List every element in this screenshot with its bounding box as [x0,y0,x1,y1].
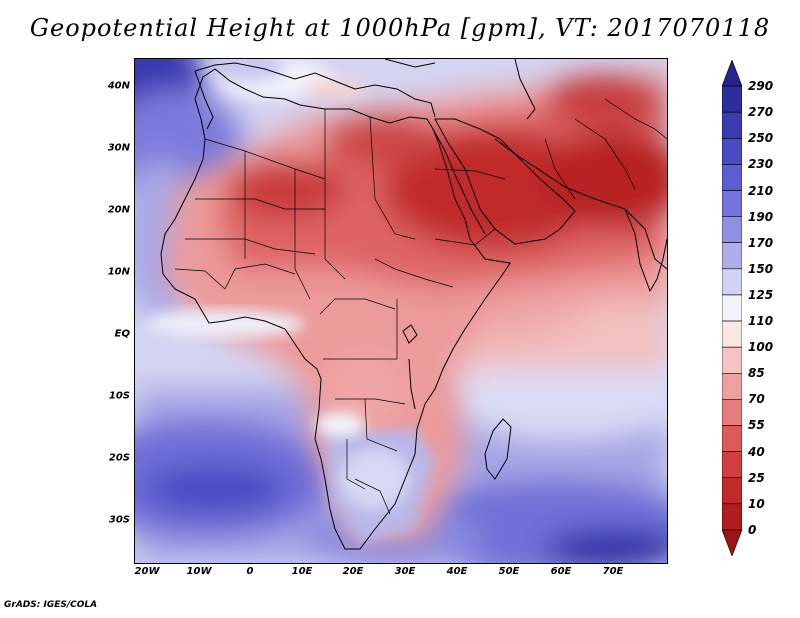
lat-label-10n: 10N [107,266,130,278]
colorbar-label: 40 [748,444,765,459]
lon-label-20w: 20W [134,566,160,577]
lat-label-20s: 20S [108,452,130,464]
lon-label-70e: 70E [602,566,624,577]
colorbar-label: 110 [748,314,774,329]
colorbar-segment [722,242,742,270]
colorbar-segment [722,451,742,478]
lat-label-30n: 30N [107,142,130,154]
lon-label-40e: 40E [446,566,468,577]
colorbar-segment [722,372,742,400]
chart-title: Geopotential Height at 1000hPa [gpm], VT… [29,14,771,42]
colorbar-label: 270 [748,105,774,120]
colorbar-segment [722,503,742,531]
colorbar [722,60,742,556]
colorbar-segment [722,164,742,191]
map-panel [134,58,668,564]
colorbar-segment [722,60,742,87]
colorbar-segment [722,320,742,348]
lon-label-10e: 10E [291,566,313,577]
lat-label-30s: 30S [108,514,130,526]
colorbar-segment [722,268,742,296]
colorbar-segment [722,294,742,322]
colorbar-label: 210 [748,183,774,198]
colorbar-segment [722,425,742,452]
colorbar-label: 10 [748,496,765,511]
grads-credit: GrADS: IGES/COLA [4,600,98,610]
colorbar-label: 55 [748,418,765,433]
colorbar-label: 70 [748,392,765,407]
colorbar-label: 250 [748,131,774,146]
colorbar-segment [722,85,742,113]
colorbar-segment [722,529,742,556]
lon-label-60e: 60E [550,566,572,577]
colorbar-segment [722,138,742,165]
colorbar-segment [722,477,742,505]
lon-label-20e: 20E [342,566,364,577]
colorbar-label: 25 [748,470,765,485]
colorbar-segment [722,399,742,426]
colorbar-segment [722,190,742,217]
colorbar-segment [722,111,742,139]
colorbar-label: 290 [748,79,774,94]
lon-label-30e: 30E [394,566,416,577]
coastline [160,59,667,550]
lat-label-eq: EQ [114,328,130,340]
lat-label-40n: 40N [107,80,130,92]
colorbar-label: 0 [748,522,757,537]
colorbar-label: 100 [748,340,774,355]
colorbar-segment [722,216,742,244]
lat-label-10s: 10S [108,390,130,402]
colorbar-label: 85 [748,366,765,381]
colorbar-label: 170 [748,235,774,250]
colorbar-segment [722,346,742,374]
colorbar-label: 125 [748,287,774,302]
lat-label-20n: 20N [107,204,130,216]
colorbar-label: 230 [748,157,774,172]
lon-label-50e: 50E [498,566,520,577]
colorbar-label: 190 [748,209,774,224]
colorbar-label: 150 [748,261,774,276]
lon-label-10w: 10W [186,566,212,577]
height-field [135,59,667,563]
lon-label-0: 0 [246,566,254,577]
country-borders [174,98,667,515]
